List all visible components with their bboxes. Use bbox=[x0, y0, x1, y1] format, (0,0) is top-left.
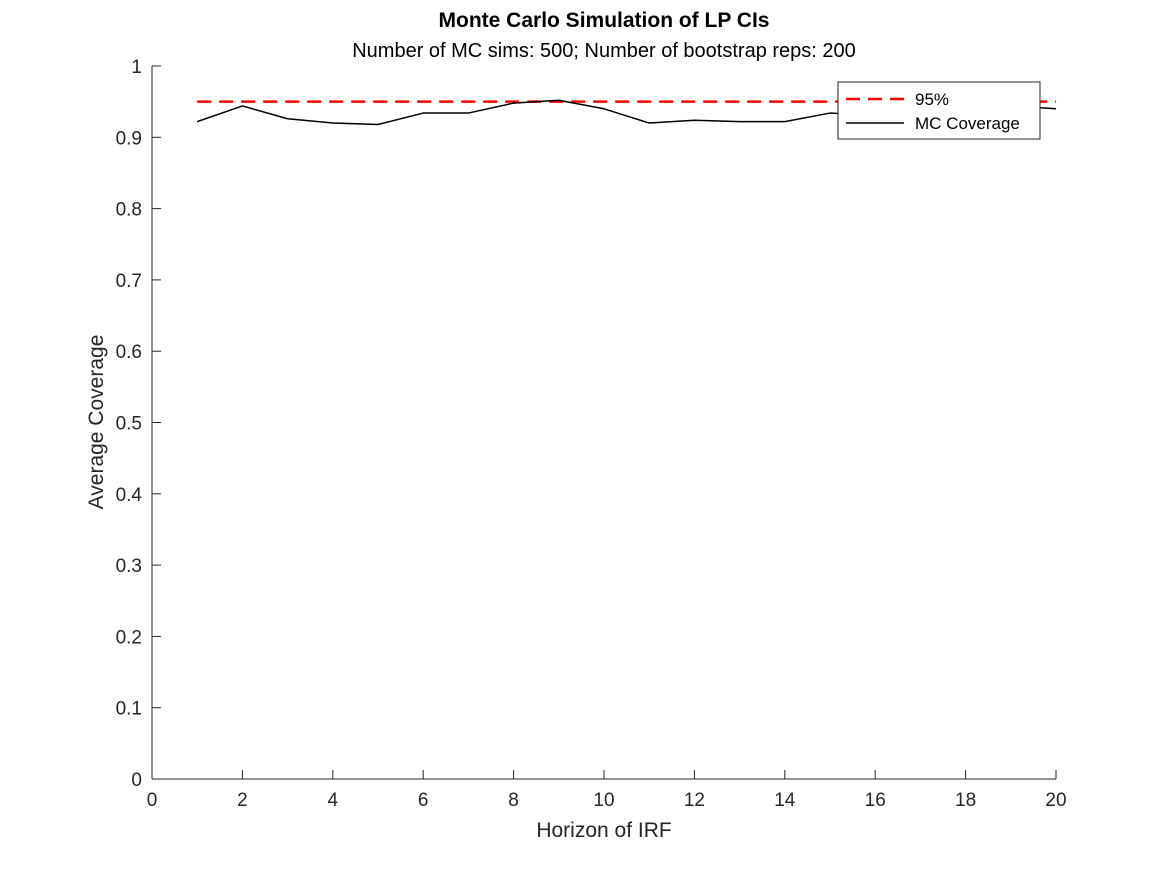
y-tick-label: 0.6 bbox=[116, 342, 142, 363]
x-tick-label: 16 bbox=[865, 790, 886, 811]
x-tick-label: 2 bbox=[237, 790, 248, 811]
x-tick-label: 18 bbox=[955, 790, 976, 811]
y-tick-label: 0.8 bbox=[116, 200, 142, 221]
x-tick-label: 6 bbox=[418, 790, 429, 811]
chart-subtitle: Number of MC sims: 500; Number of bootst… bbox=[352, 40, 856, 62]
x-tick-label: 10 bbox=[593, 790, 614, 811]
x-tick-label: 20 bbox=[1045, 790, 1066, 811]
y-tick-label: 0.3 bbox=[116, 556, 142, 577]
x-tick-label: 0 bbox=[147, 790, 158, 811]
legend: 95% MC Coverage bbox=[837, 81, 1041, 140]
x-tick-label: 8 bbox=[508, 790, 519, 811]
y-tick-label: 0.5 bbox=[116, 414, 142, 435]
x-ticks: 0 2 4 6 8 10 12 14 16 18 20 bbox=[147, 770, 1067, 811]
y-tick-label: 0.7 bbox=[116, 271, 142, 292]
legend-label-95-percent: 95% bbox=[915, 90, 949, 109]
y-tick-label: 0 bbox=[131, 770, 142, 791]
y-axis-label: Average Coverage bbox=[85, 335, 108, 510]
y-tick-label: 0.4 bbox=[116, 485, 143, 506]
y-tick-label: 0.1 bbox=[116, 699, 142, 720]
x-axis-label: Horizon of IRF bbox=[536, 819, 671, 842]
legend-label-mc-coverage: MC Coverage bbox=[915, 114, 1020, 133]
legend-box bbox=[837, 81, 1041, 140]
x-tick-label: 4 bbox=[328, 790, 339, 811]
y-tick-label: 1 bbox=[131, 57, 142, 78]
chart-title: Monte Carlo Simulation of LP CIs bbox=[439, 9, 770, 32]
y-tick-label: 0.2 bbox=[116, 627, 142, 648]
x-tick-label: 14 bbox=[774, 790, 796, 811]
y-ticks: 0 0.1 0.2 0.3 0.4 0.5 0.6 0.7 0.8 0.9 1 bbox=[116, 57, 161, 791]
x-tick-label: 12 bbox=[684, 790, 705, 811]
y-tick-label: 0.9 bbox=[116, 128, 142, 149]
